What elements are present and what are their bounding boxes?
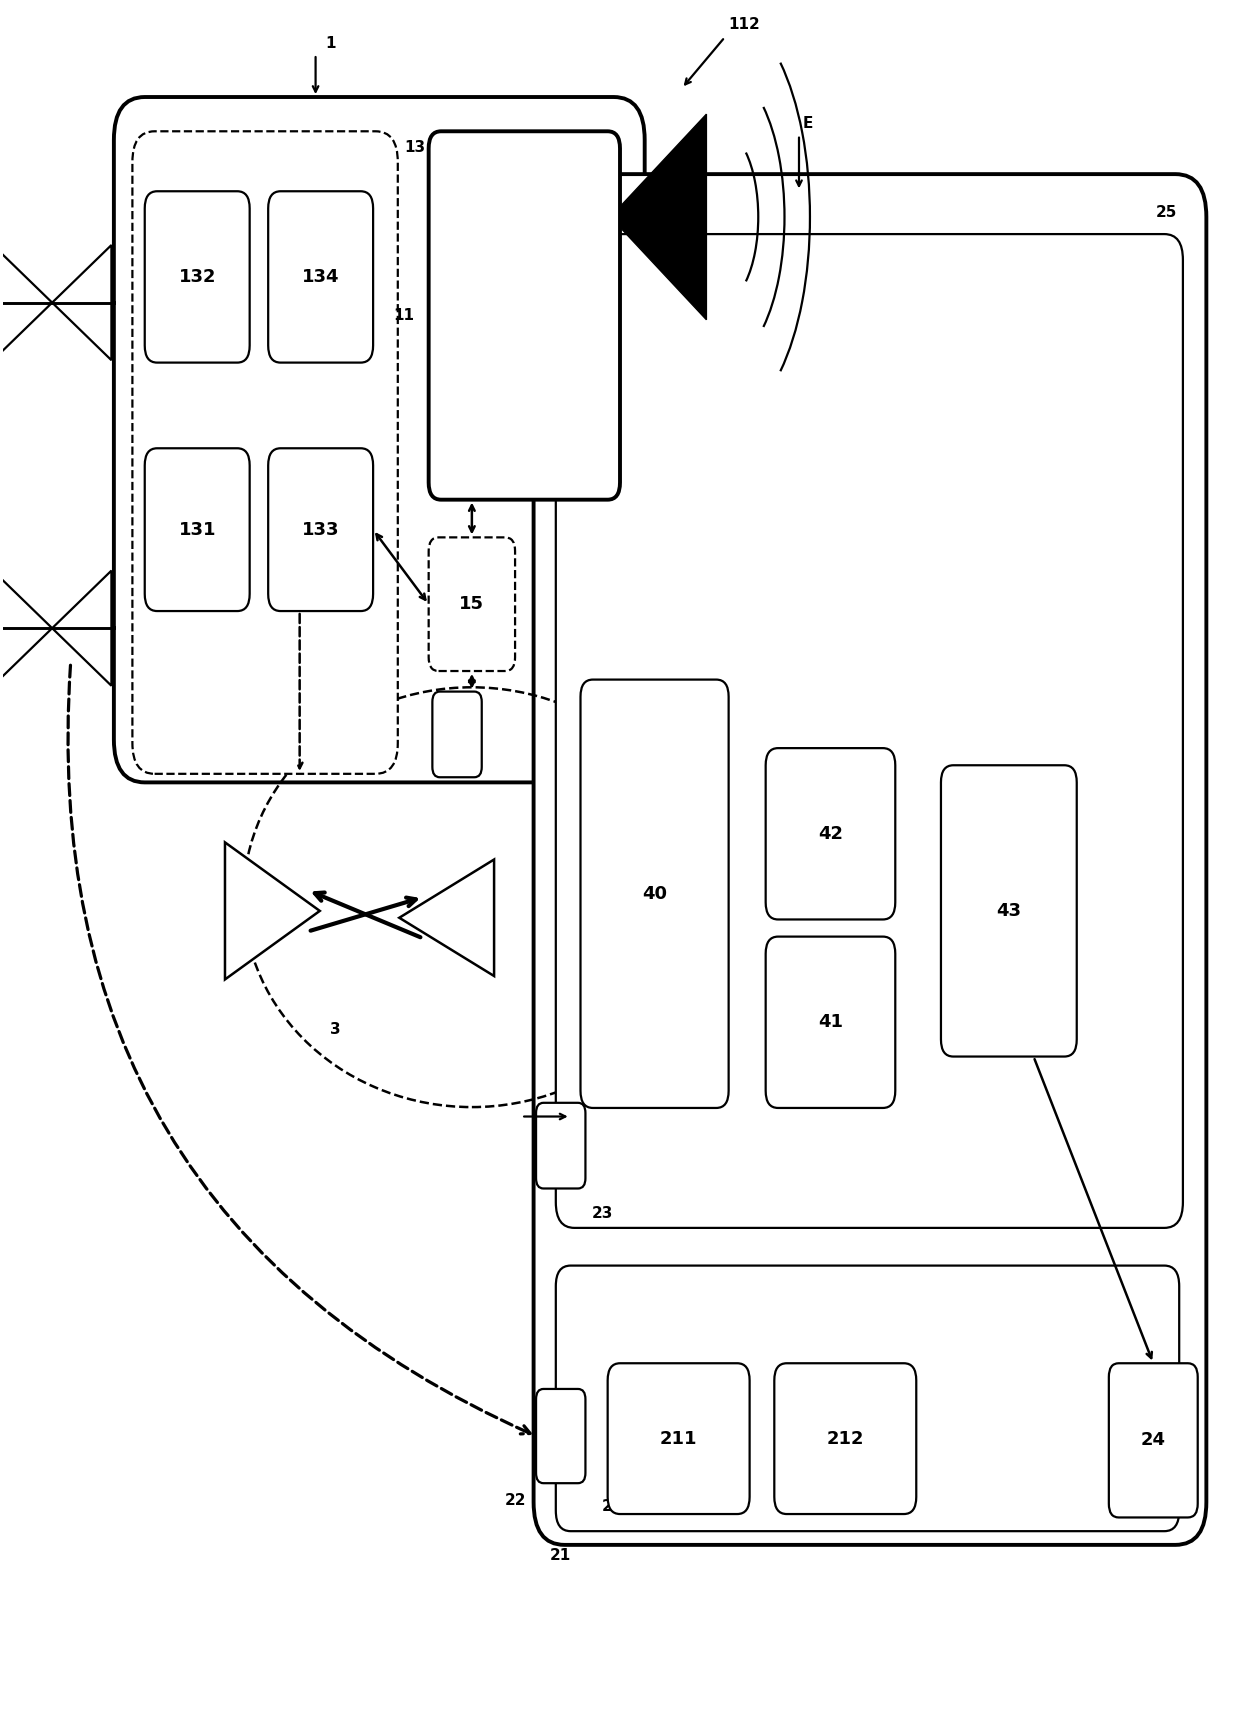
FancyBboxPatch shape: [533, 174, 1207, 1545]
FancyBboxPatch shape: [556, 1265, 1179, 1532]
Text: 132: 132: [179, 268, 216, 285]
FancyBboxPatch shape: [429, 131, 620, 500]
FancyBboxPatch shape: [765, 937, 895, 1109]
FancyBboxPatch shape: [433, 691, 482, 777]
Text: 42: 42: [818, 825, 843, 842]
Text: E: E: [802, 117, 813, 131]
Text: 133: 133: [301, 521, 340, 538]
FancyBboxPatch shape: [580, 679, 729, 1109]
Polygon shape: [399, 860, 494, 976]
FancyBboxPatch shape: [429, 538, 515, 670]
Text: 134: 134: [301, 268, 340, 285]
FancyBboxPatch shape: [133, 131, 398, 774]
FancyBboxPatch shape: [1109, 1363, 1198, 1518]
FancyBboxPatch shape: [556, 234, 1183, 1227]
Text: 43: 43: [997, 902, 1022, 920]
Text: 3: 3: [330, 1023, 340, 1037]
Text: 11: 11: [393, 308, 414, 323]
Polygon shape: [52, 246, 112, 361]
Text: 41: 41: [818, 1012, 843, 1031]
Polygon shape: [0, 246, 52, 361]
Text: 40: 40: [642, 885, 667, 902]
Text: 2: 2: [601, 1499, 613, 1514]
FancyBboxPatch shape: [145, 449, 249, 610]
FancyBboxPatch shape: [536, 1389, 585, 1483]
FancyBboxPatch shape: [114, 96, 645, 782]
Text: 212: 212: [827, 1430, 864, 1447]
FancyArrowPatch shape: [68, 665, 531, 1434]
Text: 23: 23: [591, 1205, 613, 1220]
FancyBboxPatch shape: [765, 748, 895, 920]
Text: 211: 211: [660, 1430, 697, 1447]
Text: 131: 131: [179, 521, 216, 538]
FancyBboxPatch shape: [536, 1104, 585, 1188]
Text: 25: 25: [1156, 205, 1177, 220]
FancyBboxPatch shape: [145, 191, 249, 363]
Text: 21: 21: [549, 1549, 570, 1563]
Text: 112: 112: [729, 17, 760, 33]
FancyBboxPatch shape: [608, 1363, 750, 1514]
Polygon shape: [224, 842, 320, 980]
Polygon shape: [52, 571, 112, 686]
Polygon shape: [620, 113, 707, 320]
Text: 22: 22: [505, 1494, 526, 1509]
Text: 1: 1: [325, 36, 336, 52]
Text: 24: 24: [1141, 1432, 1166, 1449]
Text: 15: 15: [459, 595, 485, 614]
Text: 13: 13: [404, 139, 425, 155]
FancyBboxPatch shape: [774, 1363, 916, 1514]
FancyBboxPatch shape: [268, 449, 373, 610]
FancyBboxPatch shape: [268, 191, 373, 363]
Polygon shape: [0, 571, 52, 686]
FancyBboxPatch shape: [941, 765, 1076, 1057]
